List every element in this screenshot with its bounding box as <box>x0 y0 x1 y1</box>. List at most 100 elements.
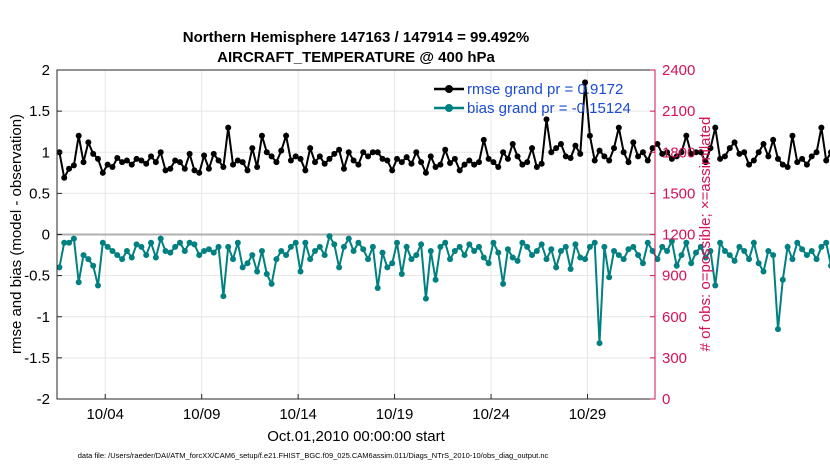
bias-point <box>615 252 622 259</box>
rmse-point <box>741 149 748 156</box>
bias-point <box>413 252 420 259</box>
rmse-point <box>350 157 357 164</box>
bias-point <box>736 243 743 250</box>
bias-point <box>538 241 545 248</box>
bias-point <box>611 247 618 254</box>
bias-point <box>234 239 241 246</box>
rmse-point <box>369 149 376 156</box>
legend-rmse-label: rmse grand pr = 0.9172 <box>467 81 623 98</box>
rmse-point <box>447 159 454 166</box>
rmse-point <box>437 161 444 168</box>
bias-point <box>292 239 299 246</box>
bias-point <box>418 241 425 248</box>
rmse-point <box>692 149 699 156</box>
bias-point <box>504 246 511 253</box>
rmse-point <box>254 164 261 171</box>
bias-point <box>447 256 454 263</box>
bias-point <box>345 235 352 242</box>
bias-point <box>451 247 458 254</box>
bias-point <box>490 239 497 246</box>
bias-point <box>630 243 637 250</box>
rmse-point <box>162 167 169 174</box>
chart-title-line2: AIRCRAFT_TEMPERATURE @ 400 hPa <box>217 49 495 66</box>
legend-bias-marker <box>445 104 453 112</box>
bias-point <box>152 254 159 261</box>
right-tick-label: 900 <box>662 268 687 285</box>
bias-point <box>297 268 304 275</box>
left-tick-label: 2 <box>42 62 50 79</box>
rmse-point <box>736 150 743 157</box>
left-tick-label: -2 <box>37 391 50 408</box>
rmse-point <box>683 132 690 139</box>
rmse-point <box>268 153 275 160</box>
bias-point <box>591 239 598 246</box>
bias-point <box>215 243 222 250</box>
rmse-point <box>654 141 661 148</box>
rmse-point <box>90 150 97 157</box>
x-tick-label: 10/09 <box>183 406 221 423</box>
bias-point <box>654 256 661 263</box>
bias-point <box>485 260 492 267</box>
bias-line <box>58 233 830 344</box>
bias-point <box>808 247 815 254</box>
rmse-point <box>316 153 323 160</box>
rmse-point <box>451 155 458 162</box>
bias-point <box>755 260 762 267</box>
rmse-point <box>707 145 714 152</box>
rmse-point <box>176 159 183 166</box>
rmse-point <box>398 159 405 166</box>
rmse-point <box>533 164 540 171</box>
right-tick-label: 1500 <box>662 185 695 202</box>
rmse-point <box>577 150 584 157</box>
rmse-point <box>755 149 762 156</box>
rmse-point <box>273 159 280 166</box>
rmse-point <box>765 153 772 160</box>
bias-point <box>726 252 733 259</box>
bias-point <box>263 270 270 277</box>
bias-point <box>567 266 574 273</box>
bias-point <box>389 260 396 267</box>
right-tick-label: 1200 <box>662 227 695 244</box>
bias-point <box>278 247 285 254</box>
rmse-point <box>360 149 367 156</box>
bias-point <box>437 243 444 250</box>
rmse-point <box>644 157 651 164</box>
bias-point <box>712 282 719 289</box>
rmse-point <box>611 145 618 152</box>
bias-point <box>360 246 367 253</box>
bias-point <box>176 239 183 246</box>
legend-bias-label: bias grand pr = -0.15124 <box>467 100 631 117</box>
bias-point <box>254 268 261 275</box>
rmse-point <box>336 146 343 153</box>
rmse-point <box>422 169 429 176</box>
rmse-point <box>601 153 608 160</box>
bias-point <box>818 243 825 250</box>
bias-point <box>307 256 314 263</box>
rmse-point <box>673 153 680 160</box>
bias-point <box>384 264 391 271</box>
rmse-point <box>596 147 603 154</box>
rmse-point <box>307 145 314 152</box>
bias-point <box>321 252 328 259</box>
rmse-point <box>543 116 550 123</box>
bias-point <box>475 243 482 250</box>
rmse-point <box>249 145 256 152</box>
bias-point <box>572 241 579 248</box>
rmse-point <box>524 159 531 166</box>
rmse-point <box>196 169 203 176</box>
bias-point <box>741 247 748 254</box>
bias-point <box>509 254 516 261</box>
rmse-point <box>760 141 767 148</box>
bias-point <box>644 239 651 246</box>
bias-point <box>750 239 757 246</box>
rmse-point <box>186 150 193 157</box>
bias-point <box>157 235 164 242</box>
bias-point <box>312 247 319 254</box>
bias-point <box>249 252 256 259</box>
rmse-point <box>784 164 791 171</box>
bias-point <box>374 284 381 291</box>
rmse-point <box>485 155 492 162</box>
bias-point <box>128 254 135 261</box>
rmse-point <box>688 150 695 157</box>
rmse-point <box>678 149 685 156</box>
